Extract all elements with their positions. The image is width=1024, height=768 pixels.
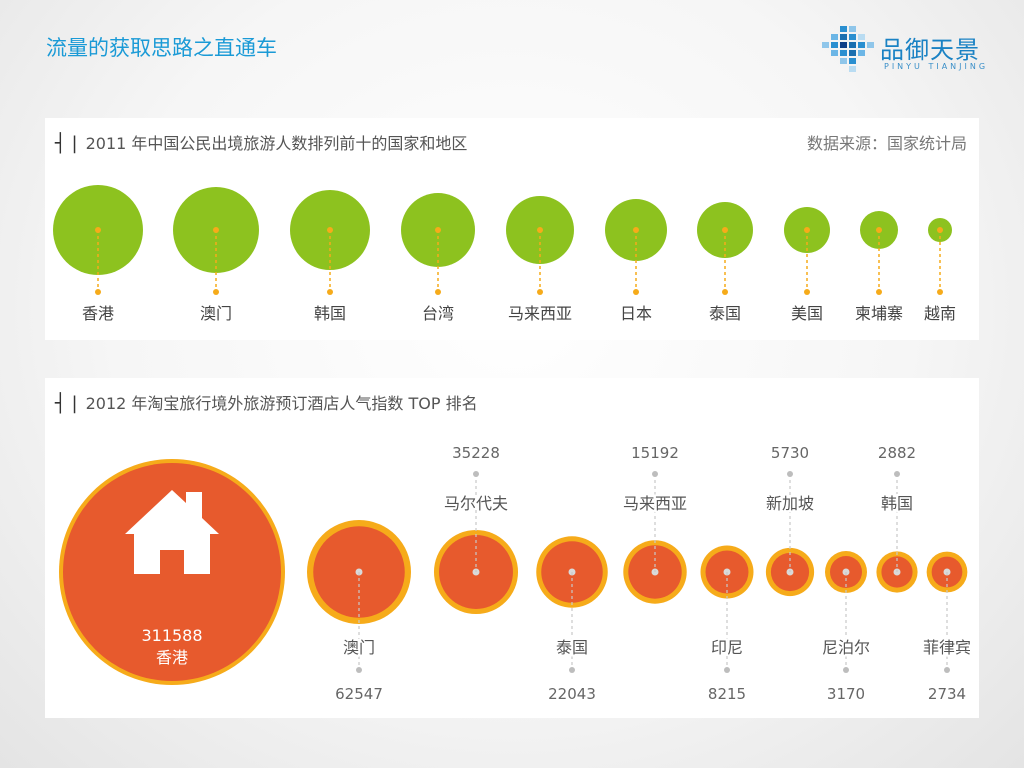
end-dot (213, 289, 219, 295)
value-label: 2882 (878, 444, 916, 462)
company-logo: 品御天景 PINYU TIANJING (818, 24, 998, 84)
category-label: 美国 (791, 304, 823, 323)
logo-subtitle: PINYU TIANJING (884, 62, 989, 71)
end-dot (937, 289, 943, 295)
logo-name: 品御天景 (880, 36, 980, 64)
category-label: 泰国 (556, 638, 588, 657)
value-label: 35228 (452, 444, 500, 462)
end-dot (327, 289, 333, 295)
category-label: 香港 (82, 304, 114, 323)
category-label: 香港 (156, 648, 188, 667)
logo-mosaic-icon (822, 26, 874, 72)
category-label: 泰国 (709, 304, 741, 323)
slide-title: 流量的获取思路之直通车 (46, 36, 277, 60)
center-dot (937, 227, 943, 233)
category-label: 印尼 (711, 638, 743, 657)
value-label: 5730 (771, 444, 809, 462)
bubble-1 (63, 463, 281, 681)
panel-heading: ┤ | 2012 年淘宝旅行境外旅游预订酒店人气指数 TOP 排名 (55, 390, 478, 414)
value-label: 22043 (548, 685, 596, 703)
house-icon (125, 490, 219, 574)
category-label: 尼泊尔 (822, 638, 870, 657)
center-dot (435, 227, 441, 233)
category-label: 越南 (924, 304, 956, 323)
category-label: 韩国 (881, 494, 913, 513)
end-dot (787, 471, 793, 477)
end-dot (473, 471, 479, 477)
center-dot (213, 227, 219, 233)
category-label: 台湾 (422, 304, 454, 323)
end-dot (894, 471, 900, 477)
data-source: 数据来源：国家统计局 (806, 134, 967, 153)
category-label: 日本 (620, 304, 652, 323)
category-label: 马尔代夫 (444, 494, 508, 513)
end-dot (876, 289, 882, 295)
heading-marker-icon: ┤ | (55, 393, 78, 414)
end-dot (724, 667, 730, 673)
end-dot (569, 667, 575, 673)
end-dot (435, 289, 441, 295)
heading-marker-icon: ┤ | (55, 133, 78, 154)
center-dot (327, 227, 333, 233)
end-dot (95, 289, 101, 295)
category-label: 柬埔寨 (855, 304, 903, 323)
category-label: 马来西亚 (508, 304, 572, 323)
end-dot (652, 471, 658, 477)
value-label: 2734 (928, 685, 966, 703)
end-dot (944, 667, 950, 673)
center-dot (95, 227, 101, 233)
outbound-bubble-chart: 香港 澳门 韩国 台湾 马来西亚 日本 泰国 美国 柬埔寨 越南 (53, 185, 956, 323)
value-label: 311588 (141, 626, 202, 645)
category-label: 马来西亚 (623, 494, 687, 513)
end-dot (843, 667, 849, 673)
value-label: 8215 (708, 685, 746, 703)
category-label: 澳门 (200, 304, 232, 323)
category-label: 新加坡 (766, 494, 814, 513)
end-dot (722, 289, 728, 295)
category-label: 菲律宾 (923, 638, 971, 657)
chart2-title: 2012 年淘宝旅行境外旅游预订酒店人气指数 TOP 排名 (85, 394, 478, 413)
end-dot (804, 289, 810, 295)
center-dot (722, 227, 728, 233)
value-label: 62547 (335, 685, 383, 703)
category-label: 韩国 (314, 304, 346, 323)
category-label: 澳门 (343, 638, 375, 657)
value-label: 15192 (631, 444, 679, 462)
center-dot (537, 227, 543, 233)
center-dot (633, 227, 639, 233)
end-dot (537, 289, 543, 295)
end-dot (633, 289, 639, 295)
center-dot (804, 227, 810, 233)
panel-heading: ┤ | 2011 年中国公民出境旅游人数排列前十的国家和地区 (55, 130, 467, 154)
chart1-title: 2011 年中国公民出境旅游人数排列前十的国家和地区 (85, 134, 468, 153)
top10-outbound-panel: ┤ | 2011 年中国公民出境旅游人数排列前十的国家和地区 数据来源：国家统计局… (45, 118, 979, 340)
hotel-popularity-panel: ┤ | 2012 年淘宝旅行境外旅游预订酒店人气指数 TOP 排名 311588 香… (45, 378, 979, 718)
value-label: 3170 (827, 685, 865, 703)
center-dot (876, 227, 882, 233)
end-dot (356, 667, 362, 673)
